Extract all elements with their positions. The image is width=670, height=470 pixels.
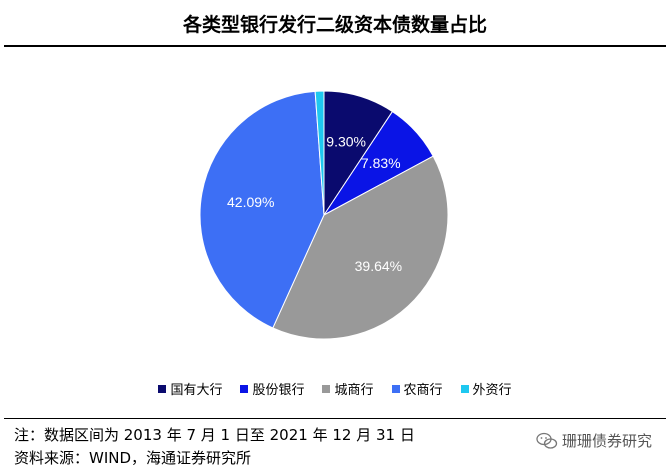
legend-swatch [322, 384, 331, 393]
legend-item-2: 城商行 [322, 379, 374, 398]
legend-item-1: 股份银行 [240, 379, 304, 398]
legend-swatch [158, 384, 167, 393]
slice-label-3: 42.09% [227, 194, 274, 210]
legend-item-4: 外资行 [460, 379, 512, 398]
legend: 国有大行 股份银行 城商行 农商行 外资行 [0, 379, 670, 398]
legend-swatch [460, 384, 469, 393]
pie-slice-4 [314, 90, 325, 216]
pie-slice-3 [199, 90, 325, 329]
legend-label: 城商行 [334, 383, 374, 398]
watermark-text: 珊珊债券研究 [561, 432, 652, 450]
bottom-rule [4, 418, 666, 419]
chart-title: 各类型银行发行二级资本债数量占比 [182, 14, 487, 36]
legend-label: 农商行 [403, 383, 443, 398]
legend-swatch [391, 384, 400, 393]
wechat-icon [536, 432, 558, 449]
pie-slice-2 [272, 155, 449, 340]
watermark: 珊珊债券研究 [536, 430, 652, 451]
legend-label: 国有大行 [170, 383, 223, 398]
slice-label-2: 39.64% [355, 258, 402, 274]
legend-label: 外资行 [472, 383, 512, 398]
legend-item-3: 农商行 [391, 379, 443, 398]
legend-item-0: 国有大行 [158, 379, 222, 398]
legend-label: 股份银行 [252, 383, 305, 398]
note-date-range: 注：数据区间为 2013 年 7 月 1 日至 2021 年 12 月 31 日 [14, 426, 415, 444]
slice-label-0: 9.30% [326, 133, 366, 149]
top-rule [4, 45, 666, 47]
note-source: 资料来源：WIND，海通证券研究所 [14, 449, 252, 467]
slice-label-1: 7.83% [361, 155, 401, 171]
legend-swatch [240, 384, 249, 393]
